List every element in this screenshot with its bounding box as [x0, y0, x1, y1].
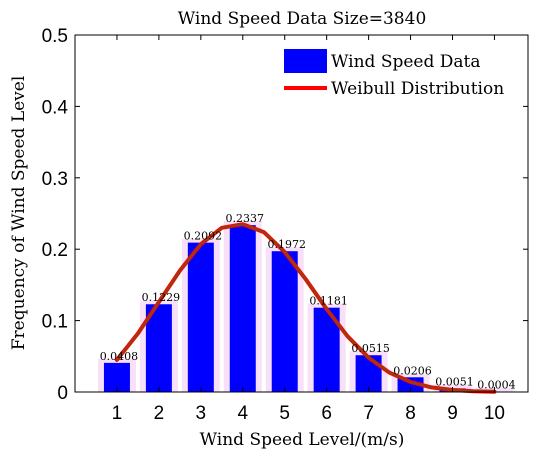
legend: Wind Speed Data Weibull Distribution: [284, 49, 504, 99]
x-tick-label: 8: [405, 403, 416, 424]
legend-label-bars: Wind Speed Data: [331, 52, 481, 72]
x-tick-label: 2: [154, 403, 165, 424]
data-label-4: 0.2337: [226, 212, 265, 225]
y-tick-label: 0: [57, 383, 68, 404]
bar-2: [145, 304, 172, 392]
y-tick-label: 0.1: [42, 312, 68, 333]
data-label-5: 0.1972: [267, 238, 306, 251]
y-axis-label: Frequency of Wind Speed Level: [9, 76, 29, 351]
y-tick-label: 0.2: [42, 240, 68, 261]
data-label-9: 0.0051: [435, 375, 474, 388]
x-axis-label: Wind Speed Level/(m/s): [200, 430, 405, 450]
data-label-3: 0.2092: [184, 230, 223, 243]
chart-title: Wind Speed Data Size=3840: [178, 9, 427, 29]
bar-7: [355, 355, 382, 392]
data-label-10: 0.0004: [477, 379, 516, 392]
y-tick-label: 0.4: [42, 97, 69, 118]
data-label-6: 0.1181: [309, 295, 348, 308]
x-tick-label: 3: [196, 403, 207, 424]
y-tick-label: 0.3: [42, 169, 68, 190]
x-tick-label: 5: [279, 403, 290, 424]
data-label-1: 0.0408: [100, 350, 139, 363]
x-tick-label: 9: [447, 403, 458, 424]
data-label-2: 0.1229: [142, 291, 181, 304]
plot-frame: [74, 34, 529, 393]
data-label-7: 0.0515: [351, 342, 390, 355]
data-label-8: 0.0206: [393, 364, 432, 377]
legend-swatch-bars: [284, 49, 327, 73]
legend-label-line: Weibull Distribution: [331, 79, 504, 99]
x-tick-label: 7: [363, 403, 374, 424]
bar-4: [229, 225, 256, 392]
bar-5: [271, 251, 298, 392]
bar-3: [187, 242, 214, 392]
weibull-curve-overlay: [115, 223, 496, 393]
x-tick-label: 10: [484, 403, 505, 424]
plot-area: 0.04080.12290.20920.23370.19720.11810.05…: [42, 26, 529, 424]
x-tick-label: 4: [237, 403, 248, 424]
y-tick-label: 0.5: [42, 26, 68, 47]
x-tick-label: 1: [112, 403, 123, 424]
x-tick-label: 6: [321, 403, 332, 424]
